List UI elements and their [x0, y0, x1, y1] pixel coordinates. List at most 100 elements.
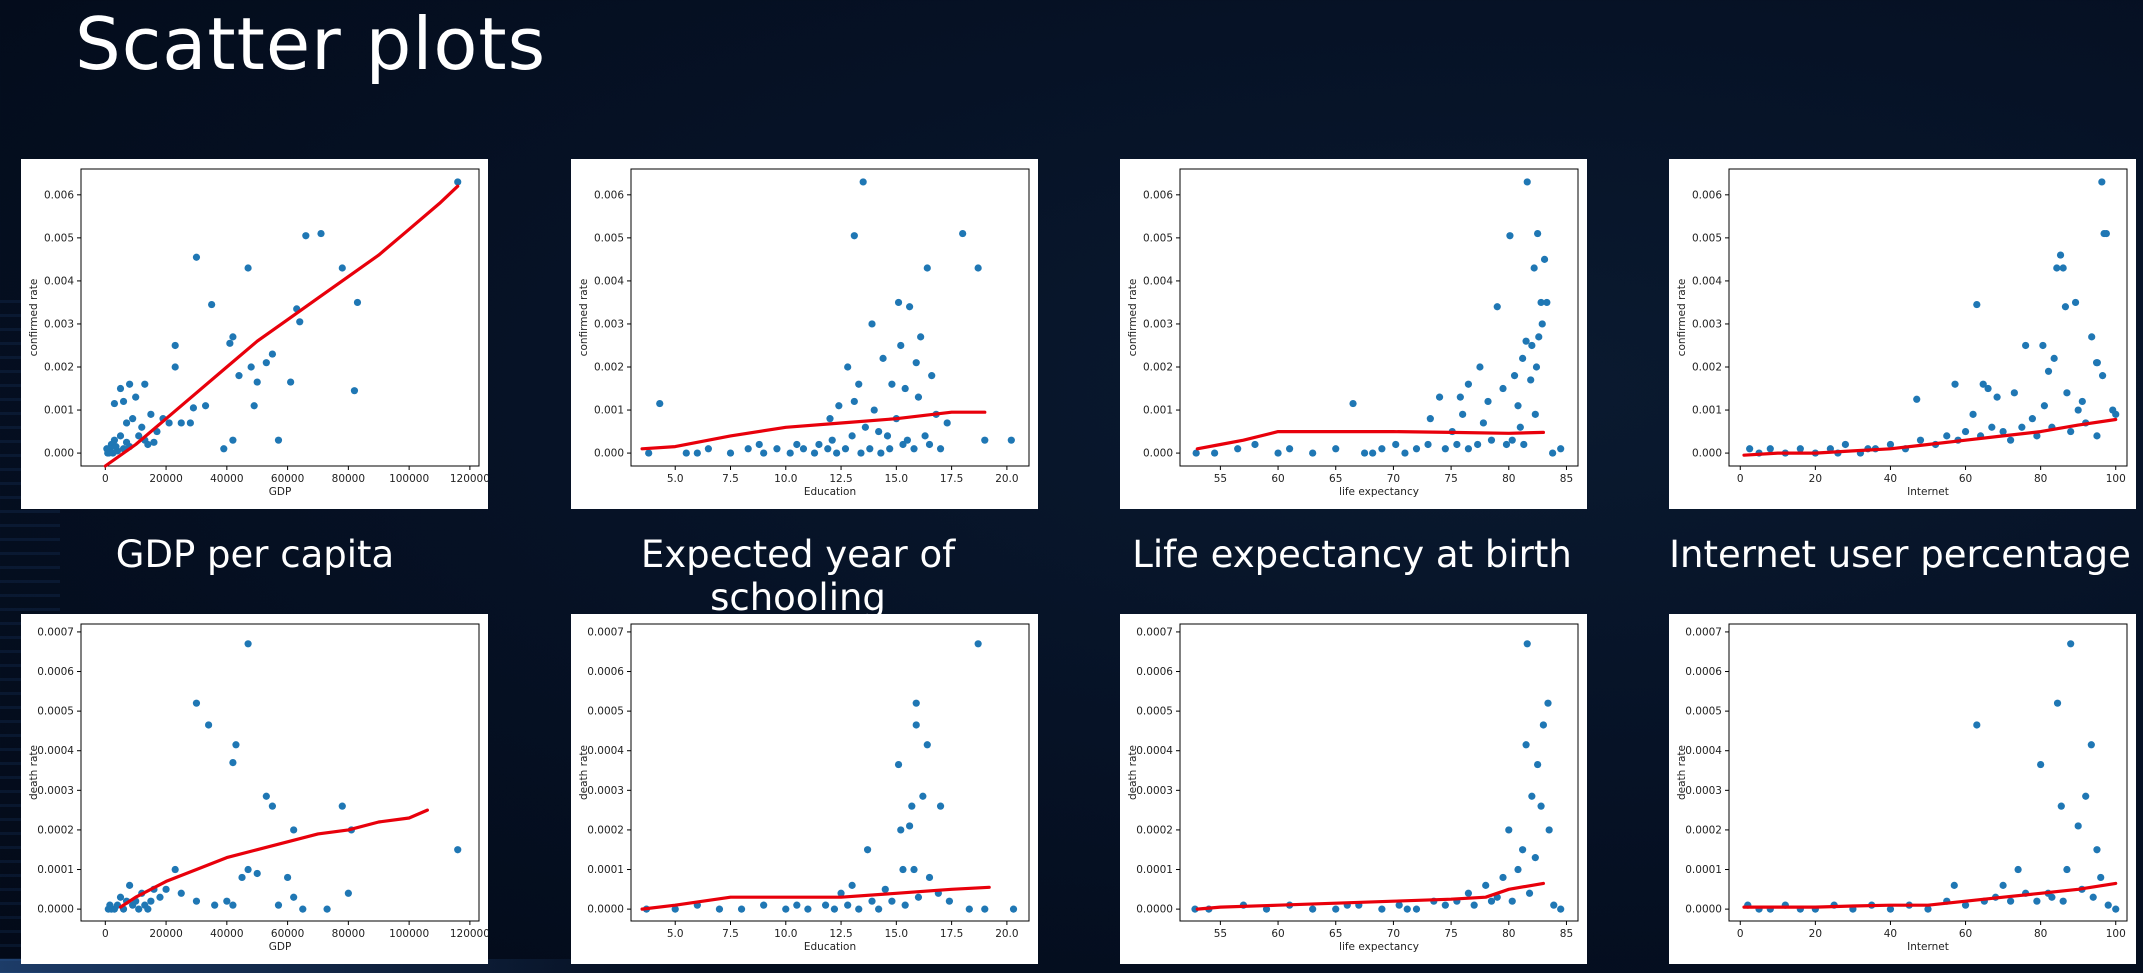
scatter-point — [868, 320, 876, 328]
scatter-point — [106, 901, 114, 909]
scatter-point — [2056, 251, 2065, 259]
y-tick-label: 0.0000 — [1136, 904, 1173, 916]
scatter-point — [1543, 298, 1551, 307]
scatter-point — [936, 802, 945, 810]
scatter-point — [138, 423, 146, 431]
x-tick-label: 40000 — [210, 928, 243, 940]
y-tick-label: 0.005 — [594, 232, 624, 244]
scatter-point — [1532, 363, 1541, 371]
scatter-point — [338, 802, 346, 810]
y-tick-label: 0.002 — [44, 362, 74, 374]
scatter-point — [2097, 873, 2105, 882]
scatter-point — [2093, 432, 2101, 440]
scatter-point — [901, 901, 909, 909]
scatter-point — [848, 881, 856, 889]
scatter-point — [1401, 449, 1409, 457]
scatter-point — [2010, 389, 2018, 397]
scatter-point — [1309, 449, 1317, 457]
scatter-point — [855, 905, 863, 913]
x-axis-label: GDP — [269, 486, 292, 498]
scatter-point — [1961, 901, 1970, 909]
scatter-point — [799, 445, 808, 453]
x-tick-label: 12.5 — [829, 928, 852, 940]
scatter-point — [903, 436, 911, 444]
scatter-point — [2059, 264, 2067, 272]
chart-svg: 5.0 7.5 10.0 12.5 15.0 17.5 20.0 0.000 0.001 0.00… — [578, 168, 1030, 498]
x-tick-label: 65 — [1329, 928, 1342, 940]
scatter-point — [274, 901, 283, 909]
scatter-point — [1274, 449, 1282, 457]
scatter-point — [220, 445, 228, 453]
scatter-point — [965, 905, 973, 913]
chart-svg: 55 60 65 70 75 80 85 0.000 0.001 0.002 0.003 0.004 0… — [1127, 168, 1579, 498]
y-tick-label: 0.0007 — [37, 626, 74, 638]
scatter-point — [244, 865, 252, 874]
scatter-point — [317, 229, 325, 238]
y-tick-label: 0.001 — [44, 405, 74, 417]
scatter-point — [1441, 445, 1449, 453]
scatter-point — [238, 873, 246, 882]
y-tick-label: 0.002 — [1692, 362, 1722, 374]
scatter-point — [1534, 760, 1542, 769]
scatter-point — [844, 363, 852, 371]
y-tick-label: 0.0003 — [37, 785, 74, 797]
scatter-point — [2112, 410, 2120, 418]
scatter-point — [833, 449, 841, 457]
scatter-point — [2007, 436, 2015, 444]
scatter-point — [1534, 229, 1542, 238]
y-tick-label: 0.0000 — [587, 904, 624, 916]
y-tick-label: 0.0002 — [1136, 824, 1173, 836]
x-tick-label: 40 — [1884, 928, 1897, 940]
scatter-point — [894, 760, 903, 769]
scatter-point — [726, 449, 735, 457]
scatter-point — [1309, 905, 1317, 913]
scatter-point — [1514, 402, 1522, 410]
x-tick-label: 75 — [1444, 928, 1457, 940]
plot-frame — [80, 623, 480, 922]
scatter-point — [338, 264, 346, 272]
scatter-point — [177, 889, 185, 897]
scatter-point — [1378, 905, 1386, 913]
scatter-point — [290, 826, 298, 834]
scatter-point — [2088, 333, 2096, 341]
chart-life-expectancy-confirmed: 55 60 65 70 75 80 85 0.000 0.001 0.002 0.003 0.004 0… — [1120, 159, 1587, 509]
plot-frame — [1728, 168, 2128, 467]
scatter-point — [132, 393, 140, 401]
chart-gdp-death: 0 20000 40000 60000 80000 100000 120000 0.0000 0… — [21, 614, 488, 964]
scatter-point — [1523, 178, 1531, 186]
scatter-point — [2087, 741, 2095, 749]
plot-frame — [80, 168, 480, 467]
y-tick-label: 0.000 — [1143, 448, 1173, 460]
y-tick-label: 0.0003 — [1685, 785, 1722, 797]
scatter-point — [793, 440, 801, 449]
scatter-point — [866, 445, 874, 453]
scatter-point — [110, 399, 119, 408]
y-tick-label: 0.0001 — [1685, 864, 1722, 876]
scatter-point — [1502, 440, 1511, 449]
scatter-point — [2028, 415, 2036, 423]
scatter-point — [129, 415, 137, 423]
scatter-point — [353, 298, 362, 307]
scatter-point — [1549, 449, 1557, 457]
scatter-point — [208, 300, 216, 309]
x-tick-label: 60 — [1271, 473, 1284, 485]
x-tick-label: 85 — [1560, 473, 1573, 485]
y-tick-label: 0.002 — [594, 362, 624, 374]
y-axis-label: confirmed rate — [1127, 279, 1139, 357]
scatter-point — [232, 741, 240, 749]
x-tick-label: 80000 — [332, 928, 365, 940]
scatter-point — [1508, 436, 1516, 444]
scatter-point — [1493, 303, 1501, 311]
scatter-point — [2089, 893, 2097, 901]
scatter-point — [1916, 436, 1925, 444]
y-tick-label: 0.001 — [594, 405, 624, 417]
scatter-point — [912, 359, 920, 367]
scatter-point — [147, 897, 155, 905]
scatter-point — [1459, 410, 1467, 418]
x-tick-label: 120000 — [450, 928, 488, 940]
scatter-point — [1435, 393, 1444, 401]
scatter-point — [1007, 436, 1015, 444]
scatter-point — [229, 759, 237, 767]
fit-line — [1195, 430, 1545, 451]
scatter-point — [2007, 897, 2015, 905]
